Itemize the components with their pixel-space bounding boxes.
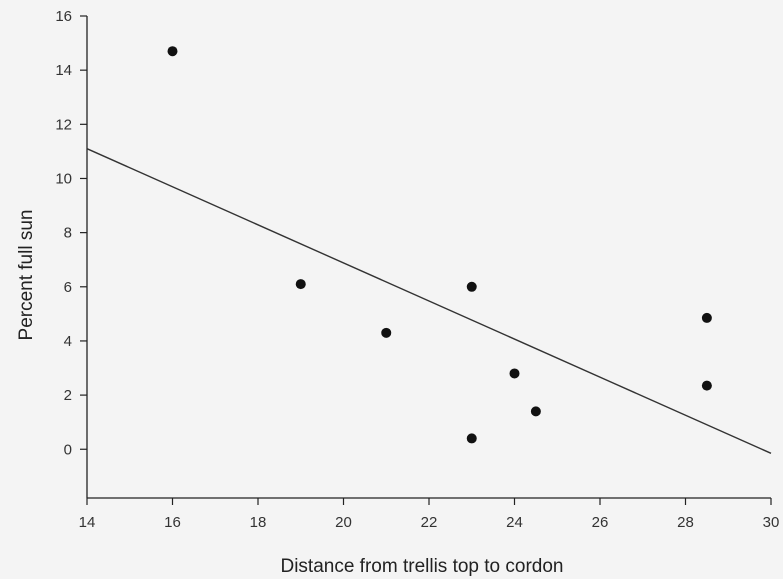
x-tick-label: 24 xyxy=(506,514,523,531)
y-tick-label: 10 xyxy=(55,170,72,187)
x-tick-label: 18 xyxy=(250,514,267,531)
data-point xyxy=(701,380,712,391)
x-tick-label: 20 xyxy=(335,514,352,531)
x-tick-label: 22 xyxy=(421,514,438,531)
data-points xyxy=(167,46,712,444)
y-tick-label: 2 xyxy=(64,387,72,404)
data-point xyxy=(295,279,306,290)
y-tick-label: 12 xyxy=(55,116,72,133)
x-axis-title: Distance from trellis top to cordon xyxy=(280,556,563,577)
y-axis-title: Percent full sun xyxy=(16,210,37,341)
data-point xyxy=(167,46,178,57)
x-tick-label: 30 xyxy=(763,514,780,531)
y-tick-label: 4 xyxy=(64,333,72,350)
data-point xyxy=(509,368,520,379)
x-axis-ticks: 14 16 18 20 22 24 26 28 30 xyxy=(79,498,780,531)
data-point xyxy=(466,281,477,292)
data-point xyxy=(381,327,392,338)
x-tick-label: 14 xyxy=(79,514,96,531)
data-point xyxy=(530,406,541,417)
y-tick-label: 16 xyxy=(55,8,72,25)
y-tick-label: 0 xyxy=(64,441,72,458)
y-axis-ticks: 0 2 4 6 8 10 12 14 16 xyxy=(55,8,87,458)
y-tick-label: 8 xyxy=(64,225,72,242)
x-tick-label: 28 xyxy=(677,514,694,531)
x-tick-label: 16 xyxy=(164,514,181,531)
x-tick-label: 26 xyxy=(592,514,609,531)
y-tick-label: 6 xyxy=(64,279,72,296)
y-tick-label: 14 xyxy=(55,62,72,79)
trendline xyxy=(86,148,772,454)
data-point xyxy=(701,312,712,323)
data-point xyxy=(466,433,477,444)
